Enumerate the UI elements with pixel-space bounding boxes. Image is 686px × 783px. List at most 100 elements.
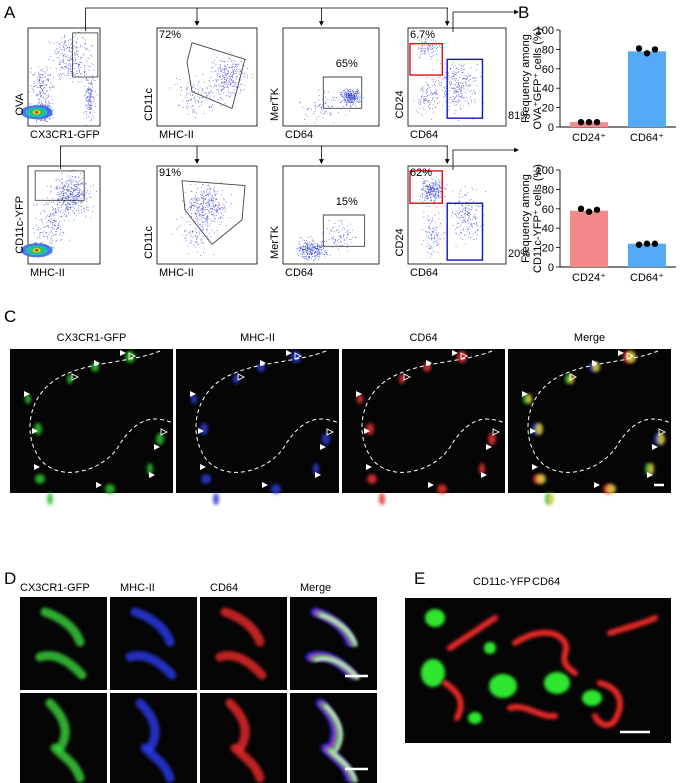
event-dot [71,70,73,72]
event-dot [335,238,337,240]
event-dot [307,252,309,254]
event-dot [237,65,239,67]
event-dot [222,61,224,63]
event-dot [91,93,93,95]
event-dot [28,103,30,105]
event-dot [189,94,191,96]
event-dot [46,221,48,223]
event-dot [217,73,219,75]
event-dot [205,91,207,93]
event-dot [84,72,86,74]
event-dot [50,238,52,240]
event-dot [432,39,434,41]
event-dot [476,85,478,87]
event-dot [439,237,441,239]
event-dot [466,84,468,86]
event-dot [314,258,316,260]
event-dot [429,86,431,88]
event-dot [233,85,235,87]
event-dot [92,114,94,116]
event-dot [195,232,197,234]
event-dot [221,70,222,72]
event-dot [195,247,196,249]
event-dot [78,65,79,67]
event-dot [54,221,56,222]
event-dot [206,95,208,96]
event-dot [224,207,225,209]
event-dot [460,204,462,206]
event-dot [222,89,224,91]
event-dot [434,91,436,93]
event-dot [468,228,470,230]
event-dot [326,253,328,255]
cell [526,394,532,404]
event-dot [89,104,91,105]
event-dot [456,91,457,93]
event-dot [63,200,64,202]
y-tick-label: 100 [536,165,554,177]
event-dot [46,97,48,99]
event-dot [460,223,462,225]
event-dot [212,200,214,202]
event-dot [299,246,301,248]
image-bg [176,349,339,493]
event-dot [355,94,357,96]
event-dot [445,94,446,96]
event-dot [92,64,94,65]
event-dot [69,59,70,61]
event-dot [460,65,462,67]
event-dot [194,116,196,118]
event-dot [33,91,35,93]
event-dot [241,72,243,74]
event-dot [332,236,334,238]
event-dot [458,82,460,84]
event-dot [59,61,61,63]
event-dot [344,91,346,93]
event-dot [77,183,79,185]
event-dot [207,225,208,227]
event-dot [39,92,41,94]
event-dot [75,186,77,188]
event-dot [49,118,51,120]
event-dot [431,200,433,201]
event-dot [346,101,348,103]
event-dot [420,99,422,101]
event-dot [434,100,435,102]
event-dot [440,262,442,264]
event-dot [357,96,359,98]
event-dot [199,206,201,208]
event-dot [207,218,208,220]
event-dot [322,117,324,119]
event-dot [50,190,52,192]
event-dot [232,70,234,72]
micrograph [176,349,340,505]
event-dot [342,235,344,237]
event-dot [45,203,47,205]
event-dot [432,48,434,50]
event-dot [429,219,431,221]
event-dot [456,215,458,217]
event-dot [47,106,49,108]
event-dot [431,239,433,241]
event-dot [229,82,231,84]
event-dot [355,237,357,238]
event-dot [93,69,95,71]
event-dot [313,251,315,253]
event-dot [207,94,209,96]
event-dot [483,206,485,208]
event-dot [421,189,423,191]
event-dot [308,256,310,258]
event-dot [210,236,212,238]
event-dot [194,198,195,200]
event-dot [201,89,203,91]
event-dot [470,236,472,238]
event-dot [427,185,428,187]
event-dot [191,216,193,218]
gate [186,42,246,109]
event-dot [82,197,84,199]
event-dot [471,206,473,208]
event-dot [221,82,222,84]
event-dot [464,100,466,102]
event-dot [473,216,475,218]
event-dot [206,218,208,219]
